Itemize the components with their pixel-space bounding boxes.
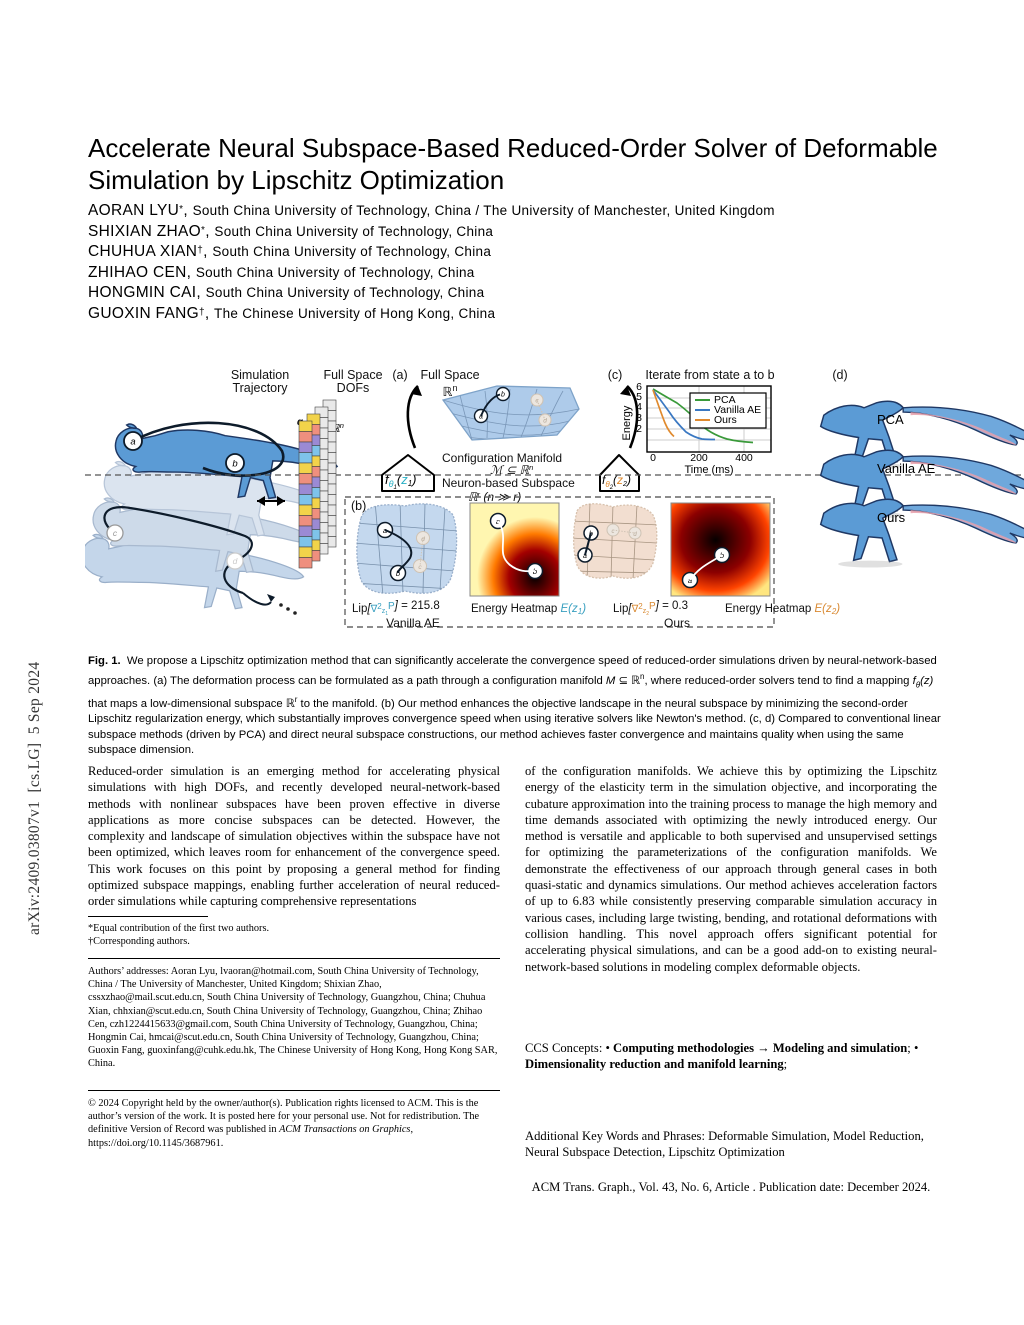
svg-text:a: a <box>130 437 135 448</box>
svg-text:Energy Heatmap E(z2): Energy Heatmap E(z2) <box>725 603 840 616</box>
svg-text:Time (ms): Time (ms) <box>684 464 733 476</box>
svg-text:Lip[∇2z1P] = 215.8: Lip[∇2z1P] = 215.8 <box>352 600 440 617</box>
svg-text:(b): (b) <box>351 499 366 513</box>
svg-text:b: b <box>232 459 237 470</box>
svg-text:Energy: Energy <box>621 405 633 440</box>
svg-text:200: 200 <box>690 452 708 464</box>
svg-text:Ours: Ours <box>877 510 906 525</box>
svg-text:Lip[∇2z2P] = 0.3: Lip[∇2z2P] = 0.3 <box>613 600 688 617</box>
svg-text:Neuron-based Subspace: Neuron-based Subspace <box>442 476 575 490</box>
svg-text:b: b <box>501 392 505 399</box>
svg-text:Ours: Ours <box>714 414 737 426</box>
svg-text:Vanilla AE: Vanilla AE <box>386 616 440 630</box>
svg-text:d: d <box>421 536 425 543</box>
svg-text:d: d <box>233 556 238 566</box>
svg-text:0: 0 <box>650 452 656 464</box>
svg-text:Vanilla AE: Vanilla AE <box>877 461 936 476</box>
svg-text:PCA: PCA <box>877 412 904 427</box>
svg-text:2: 2 <box>636 423 642 435</box>
svg-text:Energy Heatmap E(z1): Energy Heatmap E(z1) <box>471 603 586 616</box>
svg-text:400: 400 <box>735 452 753 464</box>
svg-text:Ours: Ours <box>664 616 690 630</box>
svg-text:d: d <box>543 418 547 425</box>
